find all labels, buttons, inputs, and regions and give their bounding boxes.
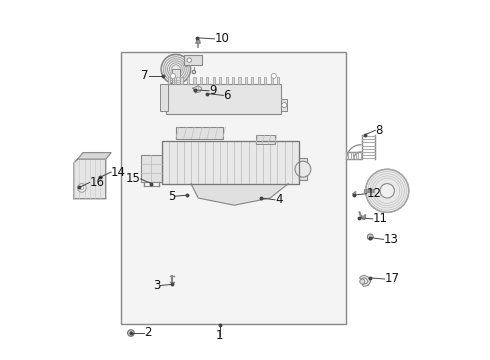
Circle shape	[129, 332, 132, 334]
Circle shape	[282, 103, 287, 108]
Polygon shape	[191, 184, 288, 205]
Text: 7: 7	[142, 69, 149, 82]
Circle shape	[80, 186, 84, 190]
Bar	[141, 155, 162, 182]
Text: 5: 5	[168, 190, 175, 203]
Bar	[121, 52, 346, 324]
Bar	[166, 84, 281, 114]
Circle shape	[77, 184, 86, 192]
Bar	[160, 84, 168, 111]
Text: 17: 17	[385, 273, 400, 285]
Text: 1: 1	[216, 329, 223, 342]
Bar	[174, 77, 176, 84]
Bar	[184, 55, 202, 65]
Bar	[219, 77, 221, 84]
Polygon shape	[74, 159, 106, 199]
Bar	[281, 99, 288, 111]
Text: 2: 2	[144, 327, 152, 339]
Text: 3: 3	[153, 279, 160, 292]
Text: 13: 13	[384, 233, 398, 246]
Text: 4: 4	[275, 193, 282, 206]
Circle shape	[127, 330, 134, 336]
Text: 14: 14	[111, 166, 126, 179]
Bar	[277, 77, 279, 84]
Circle shape	[369, 236, 371, 238]
Circle shape	[192, 70, 196, 74]
Bar	[251, 77, 253, 84]
Text: 11: 11	[373, 212, 388, 225]
Bar	[162, 141, 299, 184]
Bar	[213, 77, 215, 84]
Bar	[168, 77, 170, 84]
Circle shape	[161, 54, 191, 84]
Circle shape	[380, 184, 394, 198]
Circle shape	[196, 40, 200, 43]
Circle shape	[271, 73, 276, 78]
Circle shape	[362, 216, 366, 220]
Bar	[176, 127, 222, 139]
Text: 15: 15	[126, 172, 141, 185]
Bar	[256, 135, 274, 144]
Polygon shape	[77, 153, 111, 159]
Bar	[270, 77, 273, 84]
Bar	[239, 77, 241, 84]
Text: 6: 6	[223, 89, 231, 102]
Bar	[299, 158, 307, 180]
Text: 12: 12	[367, 187, 382, 200]
Circle shape	[368, 234, 373, 240]
Circle shape	[366, 169, 409, 212]
Bar	[206, 77, 208, 84]
Bar	[245, 77, 247, 84]
Bar	[258, 77, 260, 84]
Circle shape	[360, 279, 365, 284]
Polygon shape	[353, 192, 356, 196]
Bar	[200, 77, 202, 84]
Circle shape	[187, 58, 192, 62]
Circle shape	[171, 73, 175, 78]
Text: 9: 9	[209, 84, 217, 97]
Bar	[232, 77, 234, 84]
Bar	[225, 77, 228, 84]
Bar	[162, 141, 299, 184]
Bar	[194, 77, 196, 84]
Bar	[180, 77, 183, 84]
Text: 10: 10	[215, 32, 229, 45]
Bar	[187, 77, 189, 84]
Bar	[264, 77, 267, 84]
Text: 16: 16	[90, 176, 104, 189]
Text: 8: 8	[375, 124, 383, 137]
Polygon shape	[193, 86, 202, 93]
Bar	[172, 69, 180, 84]
Circle shape	[295, 161, 311, 177]
